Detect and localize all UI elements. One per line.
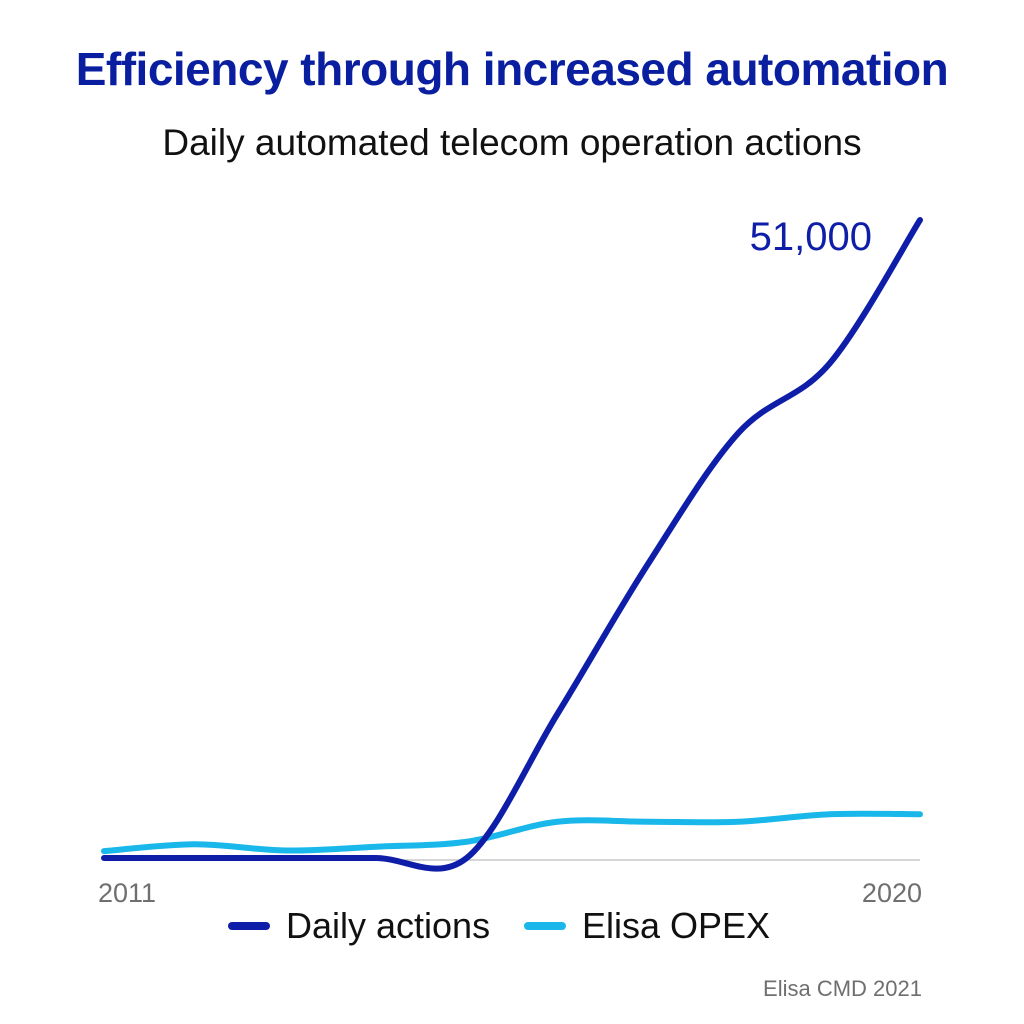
legend-swatch-daily-actions — [228, 922, 270, 930]
x-tick-label: 2011 — [98, 878, 156, 908]
legend-item-daily-actions: Daily actions — [228, 905, 490, 947]
peak-value-label: 51,000 — [750, 215, 872, 259]
series-line-daily-actions — [101, 217, 923, 872]
legend-label: Daily actions — [286, 905, 491, 946]
series-line-elisa-opex — [101, 810, 923, 855]
source-note: Elisa CMD 2021 — [763, 976, 922, 1001]
legend-label: Elisa OPEX — [582, 905, 771, 946]
x-tick-label: 2020 — [862, 878, 922, 908]
legend-item-elisa-opex: Elisa OPEX — [524, 905, 770, 947]
chart-title: Efficiency through increased automation — [75, 43, 949, 95]
legend-swatch-elisa-opex — [524, 922, 566, 930]
legend: Daily actions Elisa OPEX — [0, 905, 1024, 955]
chart-subtitle: Daily automated telecom operation action… — [162, 122, 862, 163]
